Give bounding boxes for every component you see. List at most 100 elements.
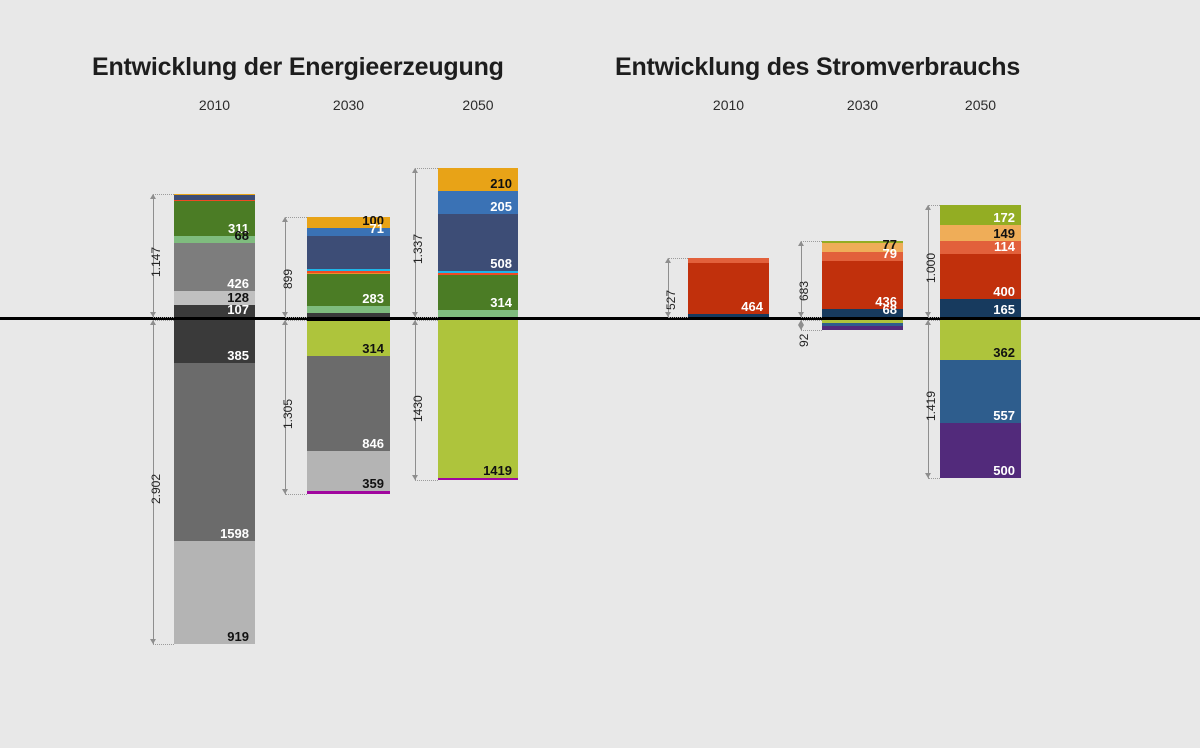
segment-value: 107 [227,301,249,317]
dim-above-2030-1 [798,240,804,317]
segment-value: 500 [993,463,1015,479]
segment-nicht-energetischer-verbrauch [822,326,903,331]
segment-value: 114 [994,238,1015,254]
dim-below-2030-0 [282,320,288,495]
year-label-Entwicklung-des-Stromverbrauchs-2010: 2010 [712,97,745,113]
segment-stra-enverkehr-bahn: 68 [822,303,903,317]
segment-steinkohle [307,313,390,317]
segment-industriew-rme: 79 [822,247,903,261]
dim-above-2030-0 [282,216,288,317]
bar-below-2010-0: 385 1598 919 [174,320,255,644]
dim-below-2050-0-label: 1430 [411,395,425,422]
segment-value: 79 [882,245,897,261]
dim-above-2010-1-label: 527 [664,289,678,310]
segment-stra-enverkehr-bahn [688,314,769,317]
segment-geb-udew-rme-k-lte: 77 [822,238,903,252]
dim-above-2010-0-label: 1.147 [149,247,163,278]
segment-biomasse: 311 [174,200,255,236]
dim-above-2030-1-label: 683 [797,280,811,301]
segment-m-ll-hkw-kl-rgas [438,310,518,317]
dim-below-2010-0 [150,320,156,644]
segment-value: 1419 [483,463,512,479]
segment-strom [307,490,390,495]
segment-nicht-energetischer-verbrauch: 500 [940,422,1021,479]
segment-value: 165 [993,301,1015,317]
segment-wind-onshore [307,235,390,269]
segment-value: 149 [993,226,1015,242]
segment-ptx-o-internat-verkehr [822,320,903,324]
segment-geb-udew-rme-k-lte: 149 [940,224,1021,242]
segment-biomasse: 314 [438,275,518,311]
bar-above-2010-0: 311 68 426 128 107 [174,193,255,317]
segment-value: 362 [993,345,1015,361]
segment-value: 128 [227,290,249,306]
segment-strom [438,478,518,480]
dim-above-2050-0-label: 1.337 [411,234,425,265]
segment-value: 71 [369,220,384,236]
segment-industriew-rme: 114 [940,238,1021,254]
segment-ptx-o-internat-verkehr: 362 [940,320,1021,361]
bar-below-2030-1 [822,320,903,331]
segment-value: 1598 [220,526,249,542]
segment-ptx-national [822,240,903,244]
segment-value: 205 [490,199,512,215]
segment-strom-herk-mml-u-netzverluste: 464 [688,262,769,315]
segment-flug-und-schiffsverkehr: 557 [940,360,1021,423]
segment--l: 846 [307,356,390,451]
dim-above-2050-1-label: 1.000 [924,253,938,284]
segment-value: 210 [490,176,512,192]
segment--l: 1598 [174,362,255,542]
segment-wind-onshore: 508 [438,214,518,271]
segment-value: 359 [362,475,384,491]
segment-strom-f-r-ptx: 314 [307,321,390,357]
segment-value: 426 [227,275,249,291]
dim-above-2010-1 [665,258,671,317]
segment-ptx-national: 172 [940,205,1021,225]
bar-above-2050-1: 172 149 114 400 165 [940,205,1021,317]
dim-above-2050-1 [925,205,931,317]
segment-value: 436 [875,294,897,310]
segment-solarthermie [438,273,518,276]
segment-strom-herk-mml-u-netzverluste: 400 [940,253,1021,299]
segment-m-ll-hkw-kl-rgas: 68 [174,229,255,244]
segment-pv: 210 [438,167,518,192]
zero-axis-line [0,317,1200,320]
bar-below-2050-0: 1419 [438,320,518,480]
dim-above-2030-0-label: 899 [281,268,295,289]
segment-pv: 100 [307,212,390,228]
bar-above-2050-0: 210 205 508 314 [438,167,518,317]
segment-tiefengeothermie [307,273,390,275]
segment-stra-enverkehr-bahn: 165 [940,298,1021,317]
segment-steinkohle: 385 [174,320,255,363]
segment-m-ll-hkw-kl-rgas [307,305,390,314]
segment-pv [174,193,255,196]
dim-below-2030-1 [798,320,804,331]
dim-below-2050-1 [925,320,931,479]
segment-value: 314 [490,295,512,311]
year-label-Entwicklung-der-Energieerzeugung-2010: 2010 [198,97,231,113]
dim-below-2030-1-label: 92 [797,333,811,348]
segment-wind-offshore: 71 [307,222,390,236]
segment-wind-onshore [174,195,255,200]
dim-above-2010-0 [150,193,156,317]
year-label-Entwicklung-der-Energieerzeugung-2050: 2050 [462,97,494,113]
segment--l [307,320,390,322]
segment-gas: 919 [174,541,255,644]
dim-below-2030-0-label: 1.305 [281,399,295,430]
segment-solarthermie [307,270,390,274]
year-label-Entwicklung-des-Stromverbrauchs-2050: 2050 [964,97,997,113]
segment-laufwasser [438,270,518,273]
left-chart-title: Entwicklung der Energieerzeugung [92,53,504,81]
year-label-Entwicklung-der-Energieerzeugung-2030: 2030 [332,97,365,113]
segment-value: 385 [227,347,249,363]
year-label-Entwicklung-des-Stromverbrauchs-2030: 2030 [846,97,879,113]
segment-value: 77 [882,236,897,252]
segment-value: 464 [741,299,763,315]
dim-below-2050-1-label: 1.419 [924,391,938,422]
segment-value: 100 [362,212,384,228]
segment-value: 314 [362,341,384,357]
bar-below-2030-0: 314 846 359 [307,320,390,495]
segment-biomasse: 283 [307,274,390,306]
segment-value: 508 [490,255,512,271]
segment-value: 846 [362,435,384,451]
